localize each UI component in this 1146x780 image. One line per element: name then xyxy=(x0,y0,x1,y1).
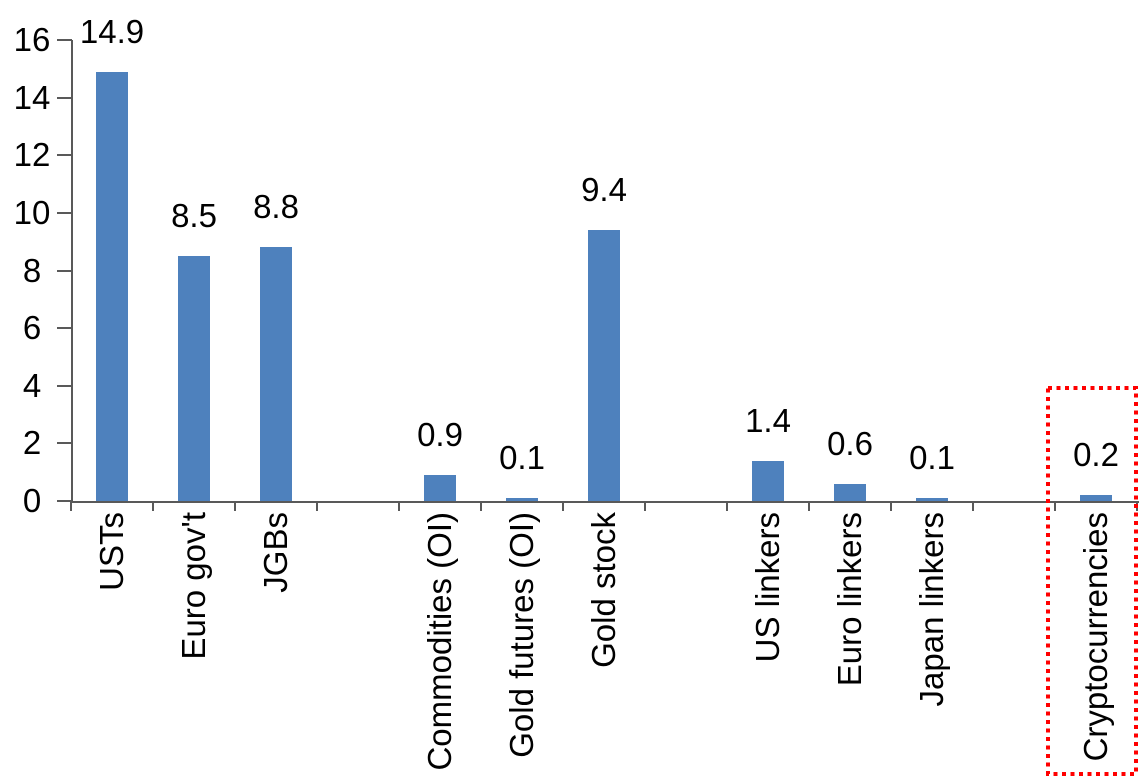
bar-japan-linkers xyxy=(916,498,948,501)
category-label-jgbs: JGBs xyxy=(257,512,294,593)
y-axis-line xyxy=(71,40,73,503)
x-tick xyxy=(480,502,482,511)
x-tick xyxy=(70,502,72,511)
y-tick-label: 4 xyxy=(22,366,42,404)
y-tick xyxy=(57,154,72,157)
value-label-us-linkers: 1.4 xyxy=(745,401,791,439)
y-tick xyxy=(57,442,72,445)
value-label-commodities-oi: 0.9 xyxy=(417,416,463,454)
highlight-rect xyxy=(1046,386,1138,776)
bar-usts xyxy=(96,71,128,501)
x-tick xyxy=(644,502,646,511)
x-tick xyxy=(808,502,810,511)
bar-cryptocurrencies xyxy=(1080,495,1112,501)
y-tick xyxy=(57,269,72,272)
bar-jgbs xyxy=(260,247,292,501)
y-tick-label: 0 xyxy=(22,482,42,519)
y-tick xyxy=(57,384,72,387)
category-label-euro-linkers: Euro linkers xyxy=(831,512,868,687)
x-tick xyxy=(316,502,318,511)
y-tick-label: 14 xyxy=(13,78,51,116)
bar-euro-linkers xyxy=(834,483,866,501)
value-label-japan-linkers: 0.1 xyxy=(909,439,955,476)
y-tick xyxy=(57,39,72,41)
y-tick xyxy=(57,500,72,502)
x-tick xyxy=(890,502,892,511)
bar-gold-futures-oi xyxy=(506,498,538,501)
x-tick xyxy=(972,502,974,511)
category-label-commodities-oi: Commodities (OI) xyxy=(421,512,458,771)
value-label-gold-futures-oi: 0.1 xyxy=(499,439,545,476)
bar-commodities-oi xyxy=(424,475,456,501)
y-tick-label: 10 xyxy=(13,193,51,231)
value-label-usts: 14.9 xyxy=(79,12,145,50)
y-tick xyxy=(57,96,72,99)
y-tick-label: 2 xyxy=(22,424,42,462)
y-tick-label: 6 xyxy=(22,309,42,347)
value-label-jgbs: 8.8 xyxy=(253,188,299,226)
y-tick-label: 8 xyxy=(22,251,42,289)
bar-us-linkers xyxy=(752,460,784,501)
x-tick xyxy=(562,502,564,511)
bar-euro-gov-t xyxy=(178,256,210,501)
value-label-euro-gov-t: 8.5 xyxy=(171,197,217,235)
value-label-euro-linkers: 0.6 xyxy=(827,424,873,462)
x-tick xyxy=(152,502,154,511)
y-tick-label: 16 xyxy=(13,21,51,58)
x-tick xyxy=(398,502,400,511)
x-tick xyxy=(1054,502,1056,511)
y-tick xyxy=(57,211,72,214)
bar-gold-stock xyxy=(588,230,620,501)
x-tick xyxy=(234,502,236,511)
value-label-cryptocurrencies: 0.2 xyxy=(1073,436,1119,474)
category-label-usts: USTs xyxy=(93,512,130,591)
category-label-gold-futures-oi: Gold futures (OI) xyxy=(503,512,540,758)
highlight-box-cryptocurrencies xyxy=(1046,386,1138,776)
y-tick xyxy=(57,327,72,330)
y-tick-label: 12 xyxy=(13,136,51,174)
category-label-us-linkers: US linkers xyxy=(749,512,786,663)
category-label-euro-gov-t: Euro gov't xyxy=(175,512,212,660)
category-label-japan-linkers: Japan linkers xyxy=(913,512,950,707)
value-label-gold-stock: 9.4 xyxy=(581,171,627,209)
category-label-gold-stock: Gold stock xyxy=(585,512,622,668)
x-axis-line xyxy=(71,501,1139,503)
x-tick xyxy=(726,502,728,511)
